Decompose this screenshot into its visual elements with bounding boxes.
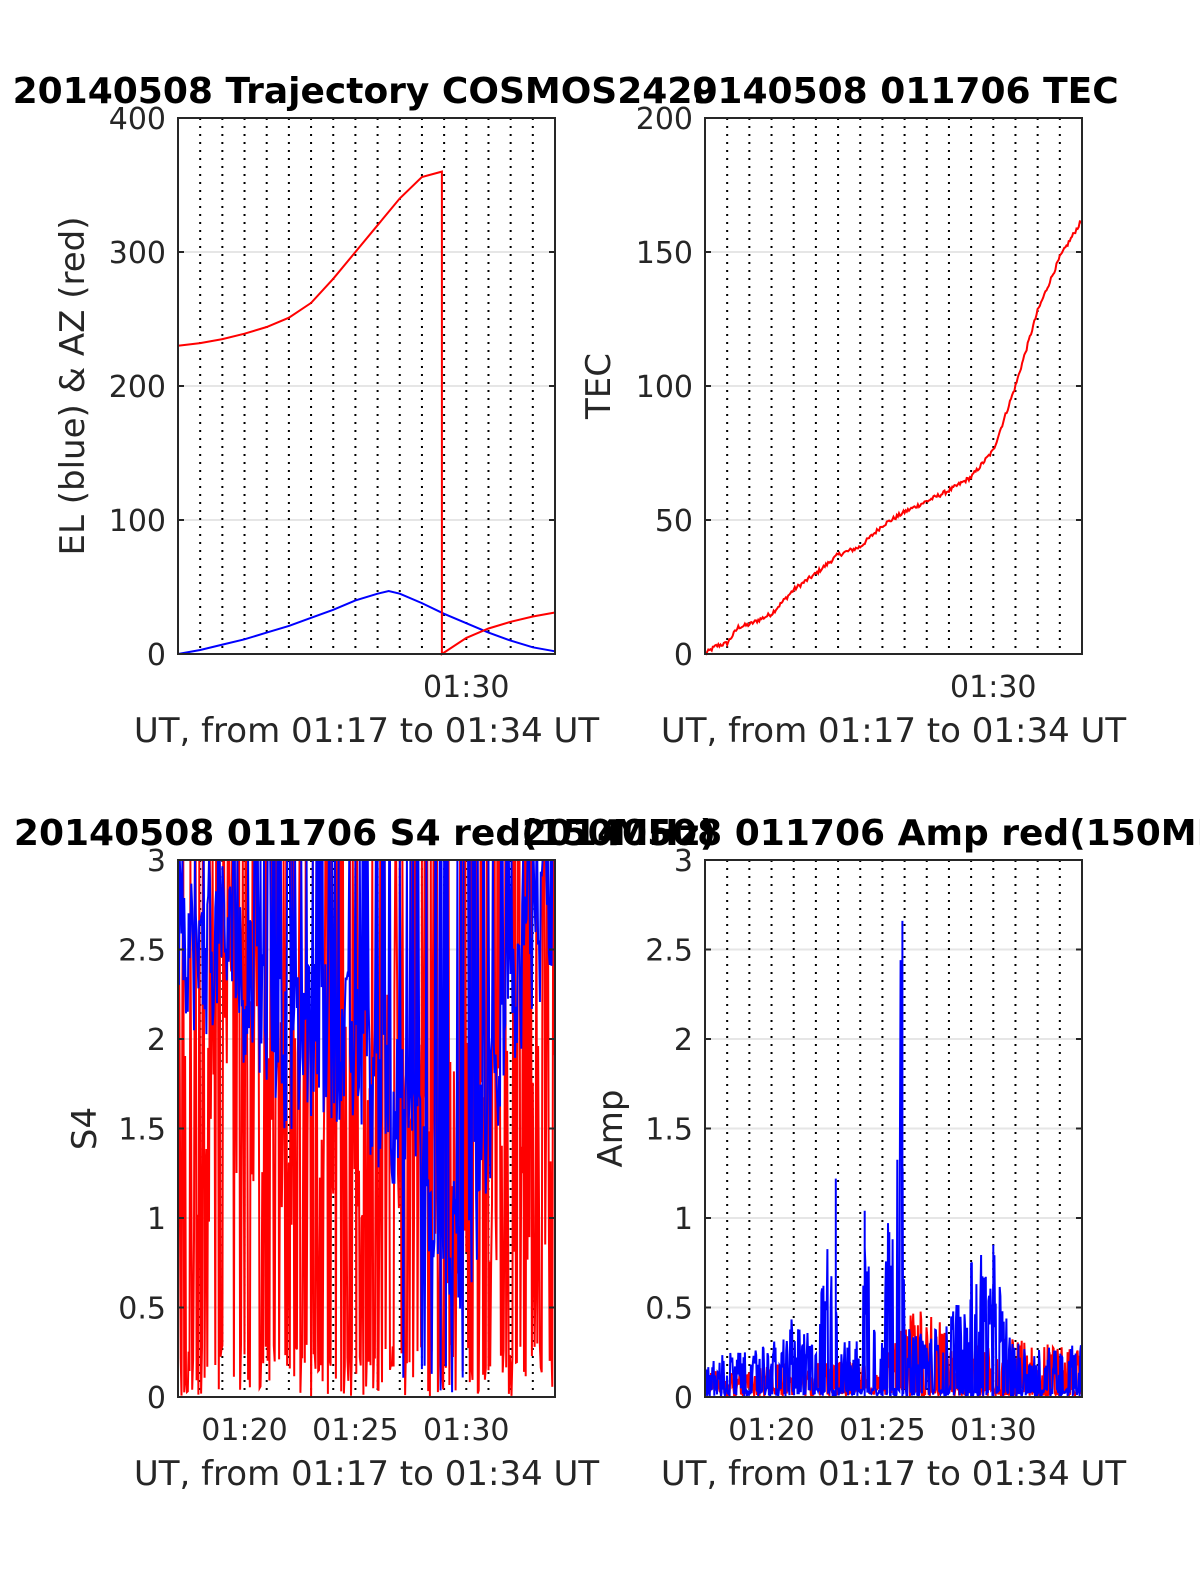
traj-ytick-label: 0 — [147, 638, 166, 673]
tec-ytick-label: 50 — [655, 504, 693, 539]
traj-series-0 — [177, 589, 556, 655]
amp-ytick-label: 2.5 — [645, 934, 693, 969]
traj-ylabel: EL (blue) & AZ (red) — [53, 216, 93, 555]
tec-ytick-label: 100 — [636, 370, 693, 405]
traj-ytick-label: 400 — [109, 102, 166, 137]
s4-ylabel: S4 — [65, 1107, 105, 1150]
amp-xtick-label: 01:30 — [950, 1413, 1036, 1448]
amp-xtick-label: 01:25 — [839, 1413, 925, 1448]
amp-ytick-label: 0 — [674, 1381, 693, 1416]
s4-ytick-label: 2.5 — [118, 934, 166, 969]
s4-xtick-label: 01:25 — [312, 1413, 398, 1448]
tec-xlabel: UT, from 01:17 to 01:34 UT — [661, 711, 1127, 751]
amp-ytick-label: 0.5 — [645, 1292, 693, 1327]
tec-ytick-label: 0 — [674, 638, 693, 673]
tec-ytick-label: 150 — [636, 236, 693, 271]
s4-ytick-label: 0.5 — [118, 1292, 166, 1327]
traj-ytick-label: 300 — [109, 236, 166, 271]
traj-xlabel: UT, from 01:17 to 01:34 UT — [134, 711, 600, 751]
s4-ytick-label: 2 — [147, 1023, 166, 1058]
amp-ytick-label: 3 — [674, 844, 693, 879]
traj-xtick-label: 01:30 — [423, 670, 509, 705]
s4-series-0 — [177, 859, 556, 1397]
s4-ytick-label: 1.5 — [118, 1113, 166, 1148]
s4-ytick-label: 1 — [147, 1202, 166, 1237]
amp-series-1 — [704, 920, 1083, 1399]
traj-ytick-label: 200 — [109, 370, 166, 405]
amp-ylabel: Amp — [591, 1090, 631, 1168]
tec-title: 20140508 011706 TEC — [667, 71, 1118, 112]
traj-ytick-label: 100 — [109, 504, 166, 539]
s4-xlabel: UT, from 01:17 to 01:34 UT — [134, 1454, 600, 1494]
amp-xlabel: UT, from 01:17 to 01:34 UT — [661, 1454, 1127, 1494]
amp-ytick-label: 1 — [674, 1202, 693, 1237]
s4-title: 20140508 011706 S4 red(150MHz) — [14, 813, 716, 854]
tec-ytick-label: 200 — [636, 102, 693, 137]
tec-xtick-label: 01:30 — [950, 670, 1036, 705]
tec-series-0 — [704, 219, 1083, 656]
traj-title: 20140508 Trajectory COSMOS2429 — [13, 71, 718, 112]
s4-ytick-label: 3 — [147, 844, 166, 879]
s4-ytick-label: 0 — [147, 1381, 166, 1416]
traj-series-1 — [177, 170, 556, 656]
s4-xtick-label: 01:30 — [423, 1413, 509, 1448]
tec-ylabel: TEC — [579, 353, 619, 420]
amp-xtick-label: 01:20 — [728, 1413, 814, 1448]
amp-ytick-label: 2 — [674, 1023, 693, 1058]
amp-title: 20140508 011706 Amp red(150MHz) — [522, 813, 1200, 854]
amp-ytick-label: 1.5 — [645, 1113, 693, 1148]
s4-xtick-label: 01:20 — [201, 1413, 287, 1448]
